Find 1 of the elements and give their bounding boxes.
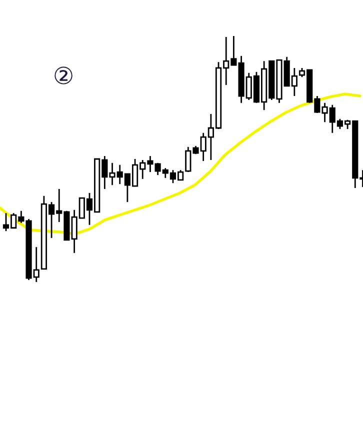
annotation: ② [54, 66, 72, 84]
